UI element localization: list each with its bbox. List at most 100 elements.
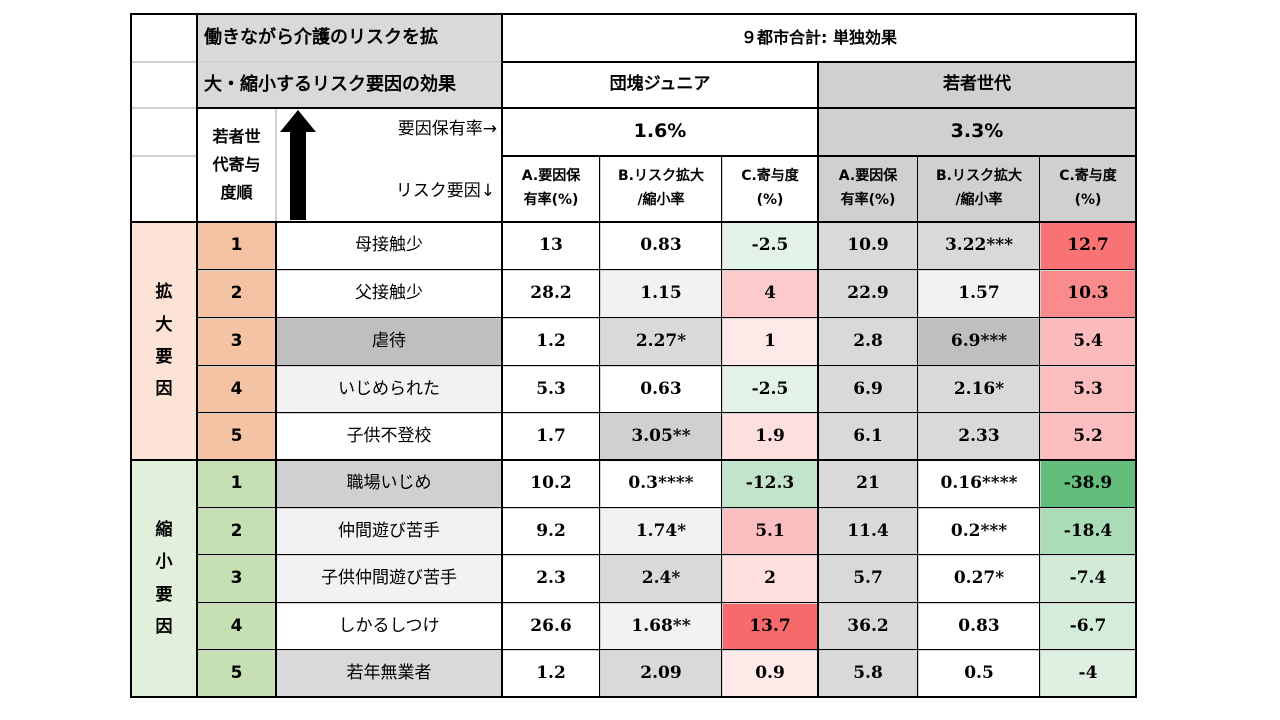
table-border: [197, 602, 1136, 603]
g2-rate-cell: 2.16*: [918, 366, 1040, 413]
g2-prevalence-cell: 2.8: [818, 318, 918, 366]
factor-cell: 子供仲間遊び苦手: [276, 555, 502, 603]
table-border: [197, 649, 1136, 650]
factor-cell: 母接触少: [276, 222, 502, 270]
table-border: [721, 156, 722, 697]
g2-contribution-cell: 5.3: [1040, 366, 1136, 413]
g2-rate-cell: 1.57: [918, 270, 1040, 318]
table-border: [197, 365, 1136, 366]
table-border: [1135, 14, 1137, 697]
title-line2: 大・縮小するリスク要因の効果: [197, 62, 502, 108]
column-header: B.リスク拡大 /縮小率: [600, 156, 722, 222]
g2-rate-cell: 0.83: [918, 603, 1040, 650]
column-header: B.リスク拡大 /縮小率: [918, 156, 1040, 222]
column-header: A.要因保 有率(%): [818, 156, 918, 222]
group1-rate: 1.6%: [502, 108, 818, 156]
factor-cell: しかるしつけ: [276, 603, 502, 650]
column-header: A.要因保 有率(%): [502, 156, 600, 222]
g1-prevalence-cell: 5.3: [502, 366, 600, 413]
g2-contribution-cell: -7.4: [1040, 555, 1136, 603]
g2-contribution-cell: -18.4: [1040, 508, 1136, 555]
section-label: 縮 小 要 因: [131, 460, 197, 697]
g2-rate-cell: 0.16****: [918, 460, 1040, 508]
g2-contribution-cell: 5.4: [1040, 318, 1136, 366]
g2-contribution-cell: -4: [1040, 650, 1136, 697]
corner-cell: [131, 156, 197, 222]
region-label: ９都市合計: 単独効果: [502, 14, 1136, 62]
g2-prevalence-cell: 36.2: [818, 603, 918, 650]
column-header: C.寄与度 (%): [722, 156, 818, 222]
g1-rate-cell: 2.27*: [600, 318, 722, 366]
rank-cell: 2: [197, 508, 276, 555]
title-line1: 働きながら介護のリスクを拡: [197, 14, 502, 62]
g2-rate-cell: 0.2***: [918, 508, 1040, 555]
rank-cell: 1: [197, 222, 276, 270]
g1-contribution-cell: 0.9: [722, 650, 818, 697]
rank-cell: 5: [197, 413, 276, 460]
factor-cell: いじめられた: [276, 366, 502, 413]
table-border: [130, 13, 1137, 15]
g1-rate-cell: 0.83: [600, 222, 722, 270]
factor-cell: 父接触少: [276, 270, 502, 318]
group2-rate: 3.3%: [818, 108, 1136, 156]
table-border: [197, 317, 1136, 318]
g2-prevalence-cell: 5.7: [818, 555, 918, 603]
g2-contribution-cell: -38.9: [1040, 460, 1136, 508]
table-border: [130, 696, 1137, 698]
g1-prevalence-cell: 1.7: [502, 413, 600, 460]
g2-prevalence-cell: 5.8: [818, 650, 918, 697]
table-border: [197, 507, 1136, 508]
g1-contribution-cell: -12.3: [722, 460, 818, 508]
factor-cell: 虐待: [276, 318, 502, 366]
group2-header: 若者世代: [818, 62, 1136, 108]
g1-prevalence-cell: 28.2: [502, 270, 600, 318]
group1-header: 団塊ジュニア: [502, 62, 818, 108]
g1-contribution-cell: -2.5: [722, 366, 818, 413]
prevalence-label: 要因保有率→: [397, 119, 497, 139]
g2-rate-cell: 0.27*: [918, 555, 1040, 603]
section-label: 拡 大 要 因: [131, 222, 197, 460]
g1-contribution-cell: 1.9: [722, 413, 818, 460]
g1-prevalence-cell: 1.2: [502, 650, 600, 697]
table-border: [131, 221, 1136, 223]
up-arrow-icon: [280, 110, 316, 220]
g1-prevalence-cell: 10.2: [502, 460, 600, 508]
rank-cell: 3: [197, 555, 276, 603]
table-border: [599, 156, 600, 697]
g1-contribution-cell: 5.1: [722, 508, 818, 555]
g2-contribution-cell: 10.3: [1040, 270, 1136, 318]
g1-rate-cell: 1.15: [600, 270, 722, 318]
g1-prevalence-cell: 26.6: [502, 603, 600, 650]
g1-contribution-cell: 2: [722, 555, 818, 603]
risk-factor-label: リスク要因↓: [395, 181, 495, 201]
g2-prevalence-cell: 10.9: [818, 222, 918, 270]
factor-cell: 職場いじめ: [276, 460, 502, 508]
rank-cell: 1: [197, 460, 276, 508]
g1-rate-cell: 2.09: [600, 650, 722, 697]
table-border: [501, 14, 503, 697]
g2-contribution-cell: 12.7: [1040, 222, 1136, 270]
g1-contribution-cell: -2.5: [722, 222, 818, 270]
g1-rate-cell: 0.3****: [600, 460, 722, 508]
table-border: [502, 61, 1136, 63]
rank-cell: 5: [197, 650, 276, 697]
table-border: [502, 107, 1136, 109]
table-border: [502, 155, 1136, 157]
corner-cell: [131, 62, 197, 108]
g1-rate-cell: 3.05**: [600, 413, 722, 460]
table-border: [197, 269, 1136, 270]
rank-cell: 4: [197, 603, 276, 650]
g1-rate-cell: 1.74*: [600, 508, 722, 555]
g1-prevalence-cell: 9.2: [502, 508, 600, 555]
g2-prevalence-cell: 21: [818, 460, 918, 508]
table-border: [917, 156, 918, 697]
g1-prevalence-cell: 1.2: [502, 318, 600, 366]
g2-rate-cell: 2.33: [918, 413, 1040, 460]
g1-contribution-cell: 13.7: [722, 603, 818, 650]
g2-contribution-cell: 5.2: [1040, 413, 1136, 460]
order-label: 若者世 代寄与 度順: [197, 108, 276, 222]
rank-cell: 2: [197, 270, 276, 318]
table-border: [1039, 156, 1040, 697]
table-border: [817, 156, 818, 697]
g2-rate-cell: 0.5: [918, 650, 1040, 697]
